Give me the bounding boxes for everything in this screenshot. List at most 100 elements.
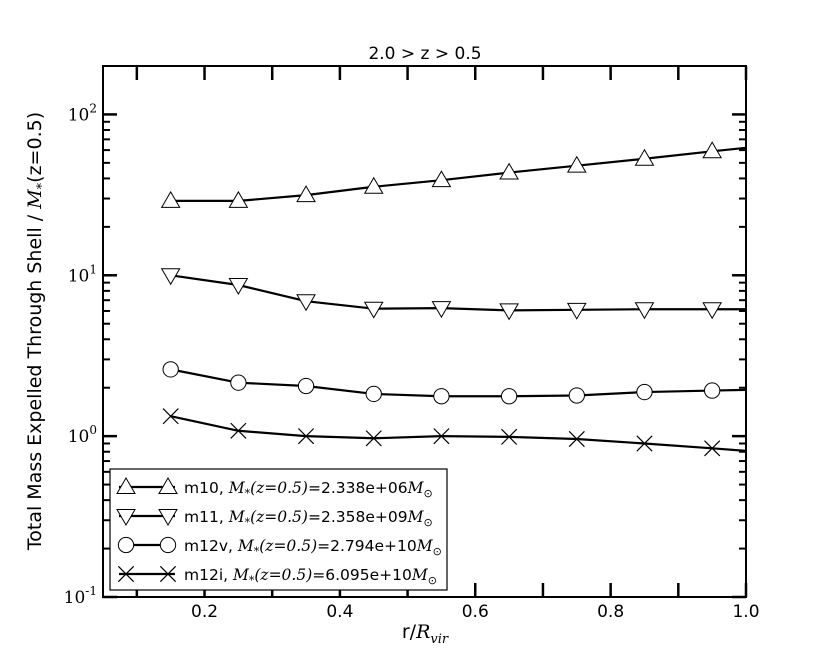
data-point-m12v [636,383,653,401]
x-tick-label: 1.0 [732,602,759,622]
x-marker-stroke [433,428,450,445]
x-marker-stroke [636,435,653,452]
data-point-m12i [636,435,653,452]
triangle-up-marker [228,190,249,208]
chart-title: 2.0 > z > 0.5 [368,44,481,64]
legend-item-m12v: m12v, M*(z=0.5)=2.794e+10M⊙ [117,536,442,558]
legend-mass-value: 2.794e+10 [330,537,417,555]
data-point-m12v [500,388,518,405]
legend-label: m12i, M*(z=0.5)=6.095e+10M⊙ [184,566,437,587]
data-point-m10 [431,170,452,188]
circle-marker [297,377,315,395]
legend-sim-name: m10, [184,479,229,497]
y-tick-label: 10-1 [64,584,97,608]
x-marker-stroke [117,565,135,583]
y-axis-label: Total Mass Expelled Through Shell / M*(z… [24,112,50,551]
triangle-down-marker [702,302,723,320]
data-point-m12i [568,430,585,448]
data-point-m12i [704,440,721,457]
data-point-m12v [162,361,179,378]
legend-item-m10: m10, M*(z=0.5)=2.338e+06M⊙ [116,477,433,500]
triangle-down-marker [158,509,178,526]
x-marker-stroke [568,430,585,448]
x-marker-stroke [501,428,518,445]
data-point-m12i [365,430,382,447]
triangle-down-marker [160,268,181,286]
x-marker-stroke [365,430,382,447]
data-point-m11 [363,301,384,319]
data-point-m10 [566,155,587,173]
legend-mass-value: 6.095e+10 [325,566,412,584]
x-marker-stroke [704,440,721,457]
data-series [160,141,747,457]
circle-marker [500,388,518,405]
x-tick-label: 0.8 [597,602,624,622]
legend-item-m11: m11, M*(z=0.5)=2.358e+09M⊙ [116,508,433,529]
triangle-up-marker [566,155,587,173]
triangle-up-marker [702,141,723,159]
triangle-down-marker [228,278,249,296]
x-tick-label: 0.4 [326,602,353,622]
data-point-m11 [160,268,181,286]
y-tick-label: 102 [68,101,97,125]
triangle-up-marker [296,185,316,203]
circle-marker [704,382,721,399]
triangle-down-marker [499,303,519,321]
data-point-m10 [228,190,249,208]
triangle-up-marker [363,176,384,194]
legend-marker [116,509,136,526]
legend-marker [117,536,135,554]
legend-marker [158,477,178,494]
triangle-up-marker [116,477,136,494]
series-line-m10 [170,146,747,203]
triangle-up-marker [160,190,181,208]
data-point-m12i [297,428,315,445]
legend-sim-name: m12v, [184,537,238,555]
legend-label: m11, M*(z=0.5)=2.358e+09M⊙ [184,508,433,529]
series-m11 [160,268,746,321]
circle-marker [433,388,450,405]
series-m10 [160,141,747,208]
triangle-down-marker [566,302,587,320]
legend-marker [159,536,177,554]
data-point-m11 [228,278,249,296]
x-axis-label: r/Rvir [402,621,449,647]
legend-marker [116,477,136,494]
data-point-m12v [433,388,450,405]
y-tick-label: 100 [68,423,97,447]
triangle-down-marker [363,301,384,319]
data-point-m10 [702,141,723,159]
data-point-m12i [501,428,518,445]
circle-marker [162,361,179,378]
legend: m10, M*(z=0.5)=2.338e+06M⊙ m11, M*(z=0.5)… [109,468,448,591]
triangle-down-marker [296,294,316,312]
circle-marker [117,536,135,554]
circle-marker [636,383,653,401]
axis-tick-labels: 0.2 0.4 0.6 0.8 1.0 10-1 100 101 102 [64,101,760,622]
triangle-down-marker [116,509,136,526]
data-point-m11 [499,303,519,321]
x-tick-label: 0.2 [191,602,218,622]
triangle-up-marker [158,477,178,494]
legend-marker [117,565,135,583]
axis-ticks [103,65,748,599]
triangle-up-marker [431,170,452,188]
x-marker-stroke [230,422,247,439]
legend-sim-name: m11, [184,508,229,526]
legend-marker [158,509,178,526]
data-point-m12v [297,377,315,395]
x-marker-stroke [297,428,315,445]
x-marker-stroke [162,408,179,425]
data-point-m12v [365,385,382,403]
data-point-m12i [230,422,247,439]
plot-frame [102,65,747,598]
legend-sim-name: m12i, [184,566,233,584]
legend-marker [159,565,177,583]
data-point-m12v [568,387,585,404]
data-point-m11 [431,301,452,319]
data-point-m11 [634,302,655,320]
x-marker-stroke [159,565,177,583]
circle-marker [159,536,177,554]
series-line-m11 [170,274,746,312]
circle-marker [230,374,247,391]
